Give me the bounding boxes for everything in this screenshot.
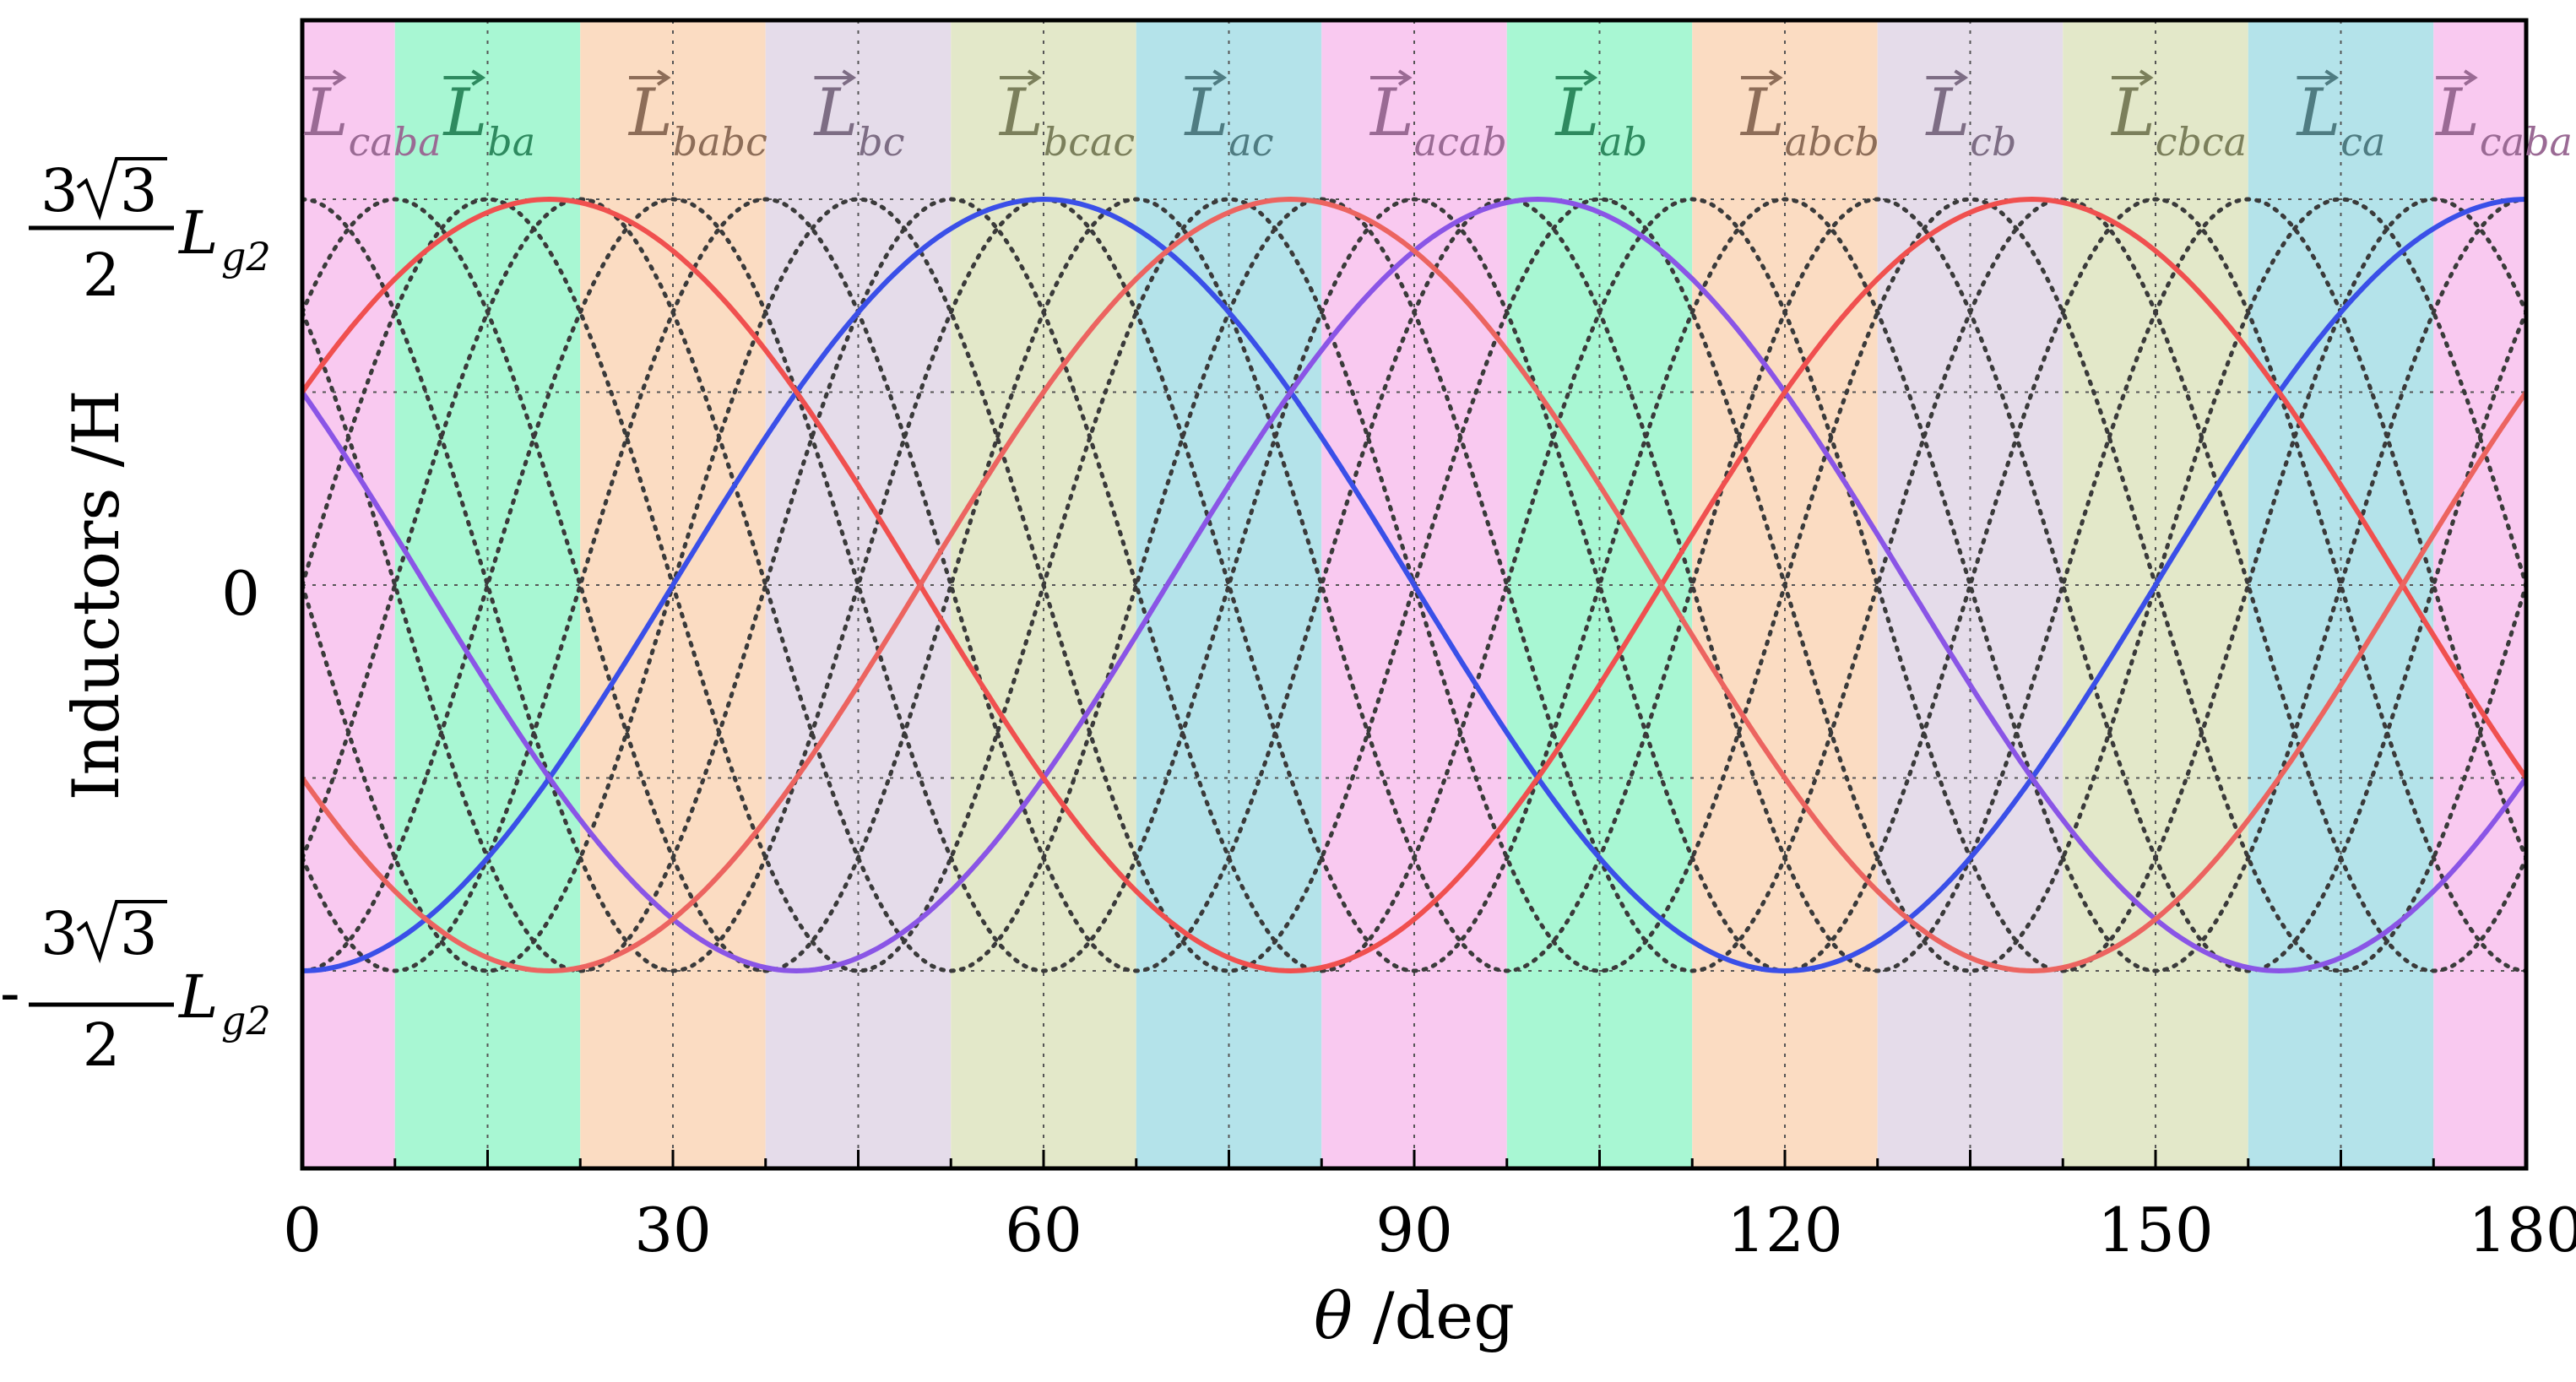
region-label-ac-5: Lac: [1184, 69, 1274, 165]
region-label-text: Lcaba: [2434, 75, 2573, 165]
region-label-text: Lba: [442, 75, 536, 165]
region-label-abcb-8: Labcb: [1739, 69, 1879, 165]
region-band-ca: [2248, 20, 2434, 1168]
region-label-text: Lbc: [813, 75, 905, 165]
vector-arrow-head: [1768, 69, 1783, 86]
series-red: [300, 196, 2529, 974]
region-label-bcac-4: Lbcac: [998, 69, 1135, 165]
y-tick-top-coef: 3: [41, 156, 79, 225]
y-tick-bottom-subscript: g2: [221, 998, 271, 1043]
vector-arrow-head: [1954, 69, 1969, 86]
series-dotted-8: [300, 197, 2529, 973]
region-label-text: Lcaba: [303, 75, 442, 165]
region-label-cb-9: Lcb: [1925, 69, 2017, 165]
y-tick-bottom: - 3 3 2 L g2: [0, 899, 271, 1080]
x-tick-marks: [301, 1150, 2528, 1168]
region-label-acab-6: Lacab: [1369, 69, 1507, 165]
vector-arrow-head: [1212, 69, 1228, 86]
x-tick-label-60: 60: [1005, 1195, 1082, 1265]
region-band-caba: [302, 20, 395, 1168]
x-tick-label-0: 0: [283, 1195, 322, 1265]
series-dotted-2: [300, 197, 2529, 973]
region-label-cbca-10: Lcbca: [2110, 69, 2247, 165]
y-tick-bottom-coef: 3: [41, 899, 79, 968]
x-axis-symbol: θ: [1314, 1278, 1353, 1353]
series-dotted-4: [300, 197, 2529, 973]
vector-arrow-head: [1027, 69, 1042, 86]
vector-arrow-head: [842, 69, 857, 86]
region-label-text: Lcbca: [2110, 75, 2247, 165]
region-label-babc-2: Lbabc: [627, 69, 767, 165]
series-dotted-6: [300, 197, 2529, 973]
vector-arrow-head: [1583, 69, 1598, 86]
region-label-text: Lbabc: [627, 75, 767, 165]
vector-arrow-head: [471, 69, 486, 86]
region-label-text: Lbcac: [998, 75, 1135, 165]
region-label-text: Lcb: [1925, 75, 2017, 165]
y-tick-top-radical-sign: [76, 157, 167, 221]
region-labels: Lcaba Lba Lbabc Lbc Lbcac Lac Lacab Lab Labcb Lcb…: [303, 69, 2573, 165]
region-label-bc-3: Lbc: [813, 69, 905, 165]
vector-arrow-head: [2139, 69, 2154, 86]
y-tick-bottom-denominator: 2: [83, 1011, 121, 1080]
vector-arrow-head: [332, 69, 347, 86]
y-tick-bottom-radicand: 3: [120, 899, 158, 968]
series-coral: [300, 196, 2529, 974]
y-axis-title: Inductors /H: [58, 390, 133, 801]
x-tick-labels: 0 30 60 90 120 150 180: [283, 1195, 2576, 1265]
region-label-text: Lca: [2296, 75, 2386, 165]
series-blue: [301, 196, 2527, 974]
region-label-ab-7: Lab: [1554, 69, 1648, 165]
x-axis-unit: /deg: [1353, 1278, 1515, 1353]
y-tick-bottom-radical-sign: [76, 900, 167, 964]
region-label-text: Lac: [1184, 75, 1274, 165]
region-label-text: Lacab: [1369, 75, 1507, 165]
y-tick-top-denominator: 2: [83, 241, 121, 310]
region-label-ba-1: Lba: [442, 69, 536, 165]
region-label-caba-12: Lcaba: [2434, 69, 2573, 165]
vector-arrow-head: [1397, 69, 1413, 86]
region-label-text: Lab: [1554, 75, 1648, 165]
y-tick-zero: 0: [221, 558, 260, 629]
vector-arrow-head: [656, 69, 671, 86]
y-tick-top-symbol: L: [177, 198, 218, 268]
y-tick-bottom-sign: -: [0, 958, 20, 1027]
x-tick-label-180: 180: [2468, 1195, 2576, 1265]
y-tick-top: 3 3 2 L g2: [29, 156, 271, 310]
x-axis-title: θ /deg: [1314, 1278, 1515, 1353]
x-tick-label-120: 120: [1727, 1195, 1842, 1265]
region-band-caba: [2433, 20, 2526, 1168]
solid-curves: [300, 196, 2529, 974]
region-label-text: Labcb: [1739, 75, 1879, 165]
x-tick-label-150: 150: [2097, 1195, 2213, 1265]
y-tick-top-subscript: g2: [221, 234, 271, 279]
region-bands: [302, 20, 2526, 1168]
x-tick-label-90: 90: [1375, 1195, 1453, 1265]
vector-arrow-head: [2324, 69, 2340, 86]
region-label-ca-11: Lca: [2296, 69, 2386, 165]
y-tick-bottom-symbol: L: [177, 962, 218, 1032]
vector-arrow-head: [2464, 69, 2478, 86]
y-tick-top-radicand: 3: [120, 156, 158, 225]
region-label-caba-0: Lcaba: [303, 69, 442, 165]
x-tick-label-30: 30: [634, 1195, 712, 1265]
